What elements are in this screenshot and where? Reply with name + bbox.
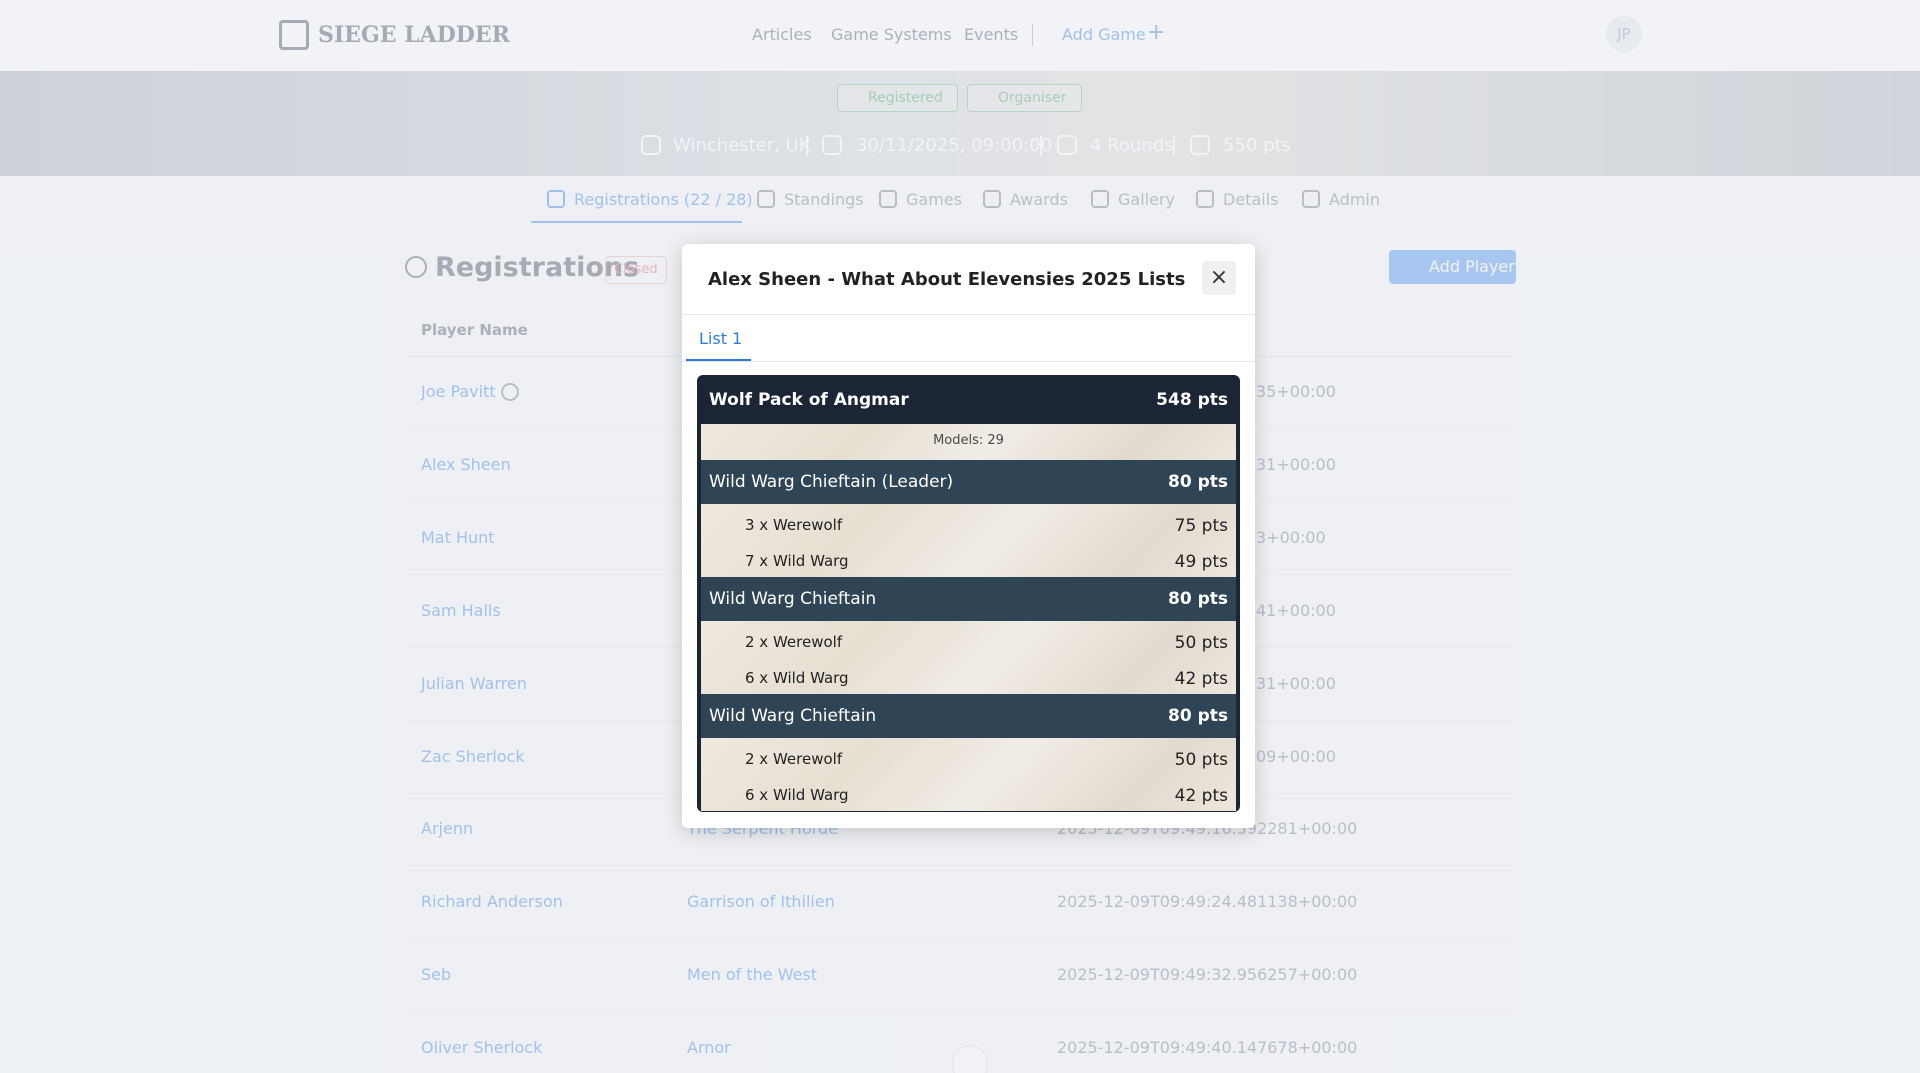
item-name: 2 x Werewolf bbox=[745, 750, 843, 768]
unit-items bbox=[701, 504, 1236, 577]
unit-items bbox=[701, 738, 1236, 811]
list-name: Wolf Pack of Angmar bbox=[709, 390, 909, 410]
item-name: 7 x Wild Warg bbox=[745, 552, 849, 570]
unit-points: 80 pts bbox=[1168, 472, 1228, 492]
item-points: 75 pts bbox=[1174, 516, 1228, 536]
unit-points: 80 pts bbox=[1168, 706, 1228, 726]
item-points: 49 pts bbox=[1174, 552, 1228, 572]
item-points: 42 pts bbox=[1174, 669, 1228, 689]
item-name: 3 x Werewolf bbox=[745, 516, 843, 534]
modal-divider bbox=[682, 361, 1255, 362]
list-points: 548 pts bbox=[1156, 390, 1228, 410]
group-header bbox=[701, 460, 1236, 504]
group-header bbox=[701, 694, 1236, 738]
unit-leader: Wild Warg Chieftain bbox=[709, 706, 877, 726]
unit-points: 80 pts bbox=[1168, 589, 1228, 609]
list-tab-underline bbox=[686, 359, 751, 361]
unit-items bbox=[701, 621, 1236, 694]
item-points: 50 pts bbox=[1174, 633, 1228, 653]
item-points: 50 pts bbox=[1174, 750, 1228, 770]
item-name: 2 x Werewolf bbox=[745, 633, 843, 651]
modal-title: Alex Sheen - What About Elevensies 2025 … bbox=[708, 269, 1186, 290]
models-band bbox=[701, 424, 1236, 460]
list-tab[interactable]: List 1 bbox=[699, 329, 743, 348]
item-name: 6 x Wild Warg bbox=[745, 669, 849, 687]
models-count: Models: 29 bbox=[933, 433, 1004, 448]
list-modal: Alex Sheen - What About Elevensies 2025 … bbox=[682, 244, 1255, 828]
item-name: 6 x Wild Warg bbox=[745, 786, 849, 804]
modal-divider bbox=[682, 314, 1255, 315]
item-points: 42 pts bbox=[1174, 786, 1228, 806]
group-header bbox=[701, 577, 1236, 621]
unit-leader: Wild Warg Chieftain bbox=[709, 589, 877, 609]
army-list-card: Wolf Pack of Angmar 548 pts Models: 29 Wild… bbox=[697, 375, 1240, 812]
unit-leader: Wild Warg Chieftain (Leader) bbox=[709, 472, 954, 492]
close-button[interactable]: × bbox=[1202, 261, 1236, 295]
